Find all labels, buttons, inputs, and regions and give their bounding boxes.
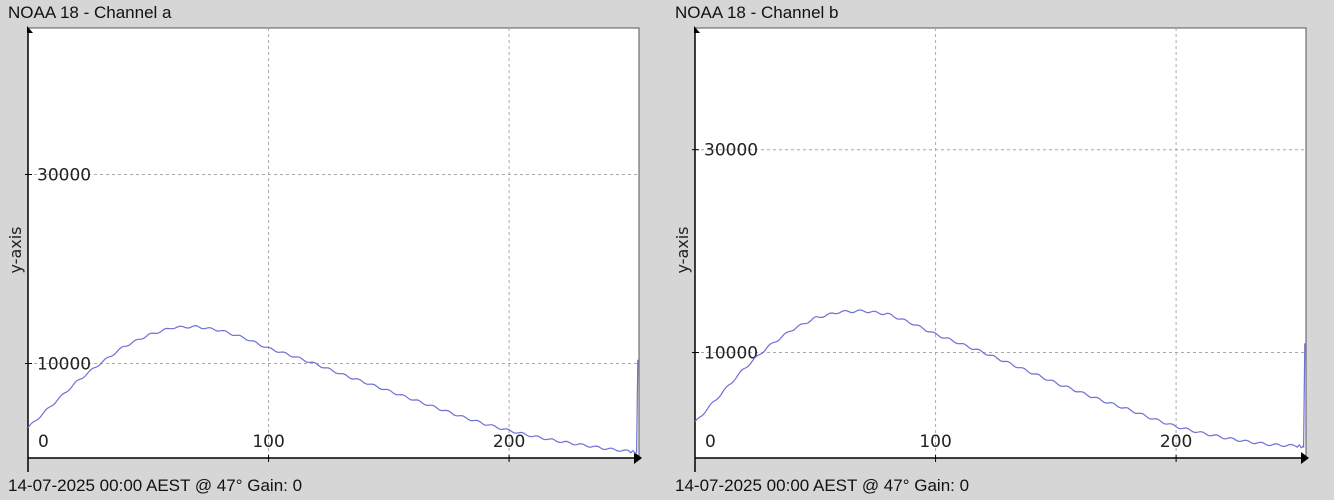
y-axis-label: y-axis: [6, 226, 25, 273]
x-tick-label: 200: [1160, 432, 1192, 452]
y-tick-label: 30000: [704, 141, 758, 161]
x-tick-label: 0: [38, 432, 49, 452]
y-axis-label: y-axis: [673, 226, 692, 273]
y-axis-arrow-icon: [694, 26, 700, 33]
chart-svg: 0 100 200 10000 30000 y-axis: [6, 26, 642, 472]
chart-footer: 14-07-2025 00:00 AEST @ 47° Gain: 0: [675, 476, 970, 495]
x-tick-label: 100: [252, 432, 284, 452]
chart-title: NOAA 18 - Channel a: [8, 3, 172, 22]
plot-area: [27, 27, 640, 459]
y-axis-arrow-icon: [27, 26, 33, 33]
y-tick-label: 10000: [37, 354, 91, 374]
y-tick-label: 10000: [704, 344, 758, 364]
plot-area: [694, 27, 1307, 459]
x-tick-label: 0: [705, 432, 716, 452]
chart-footer: 14-07-2025 00:00 AEST @ 47° Gain: 0: [8, 476, 303, 495]
x-tick-label: 100: [919, 432, 951, 452]
x-tick-label: 200: [493, 432, 525, 452]
data-series-line: [27, 324, 639, 455]
x-axis-arrow-icon: [1301, 452, 1309, 464]
chart-svg: 0 100 200 10000 30000 y-axis: [673, 26, 1309, 472]
data-series-line: [694, 309, 1306, 449]
chart-title: NOAA 18 - Channel b: [675, 3, 839, 22]
y-tick-label: 30000: [37, 165, 91, 185]
chart-panel-b: NOAA 18 - Channel b 0 100 200 10000 30000 y-a…: [667, 0, 1334, 500]
chart-panel-a: NOAA 18 - Channel a 0 100 200 10000 30000 y-a…: [6, 3, 642, 495]
x-axis-arrow-icon: [634, 452, 642, 464]
